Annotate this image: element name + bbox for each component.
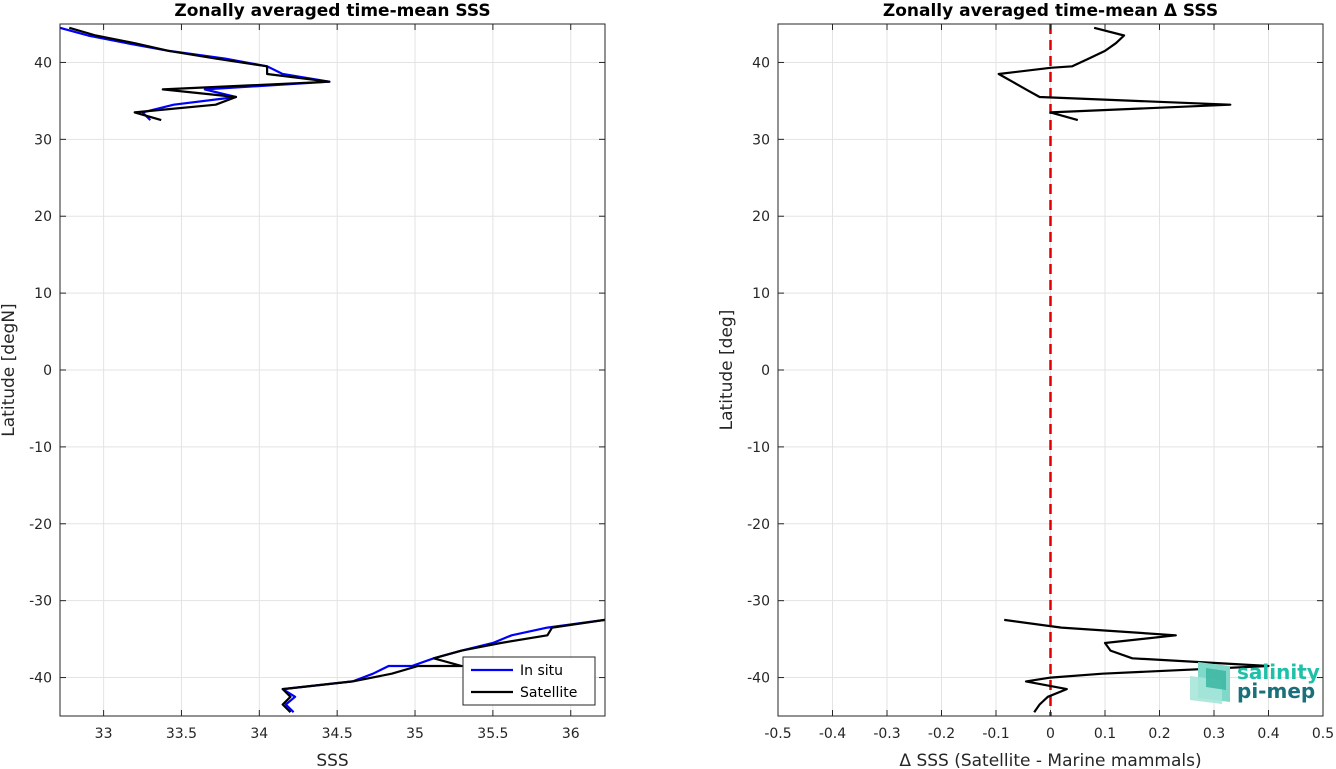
x-tick-label: 35.5 [477, 726, 508, 742]
x-tick-label: 34 [250, 726, 268, 742]
legend: In situ Satellite [462, 656, 596, 706]
series-line-in-situ-segment-2 [281, 618, 605, 713]
y-tick-label: 10 [34, 286, 52, 302]
x-tick-label: 0.4 [1257, 726, 1279, 742]
x-tick-label: 0.5 [1312, 726, 1334, 742]
legend-box [462, 656, 596, 706]
y-tick-label: 20 [752, 209, 770, 225]
y-tick-label: 40 [752, 55, 770, 71]
x-tick-label: 0.1 [1094, 726, 1116, 742]
logo-mark-icon [1190, 662, 1230, 704]
series-line-delta-segment-1 [997, 26, 1232, 122]
y-tick-label: 40 [34, 55, 52, 71]
x-axis-label: Δ SSS (Satellite - Marine mammals) [899, 751, 1201, 769]
x-tick-label: 34.5 [322, 726, 353, 742]
panel-delta-sss: -0.5 -0.4 -0.3 -0.2 -0.1 0 0.1 0.2 0.3 0.4 0.5 -40 -… [717, 1, 1334, 769]
x-tick-label: 0.2 [1148, 726, 1170, 742]
series-line-delta-segment-2 [1004, 618, 1270, 713]
series-group [60, 26, 605, 713]
logo-line2: pi-mep [1237, 679, 1315, 703]
logo-line1: salinity [1237, 660, 1320, 684]
y-tick-label: -20 [29, 517, 52, 533]
y-tick-label: -20 [747, 517, 770, 533]
y-tick-label: 0 [43, 363, 52, 379]
x-tick-label: 33 [95, 726, 113, 742]
salinity-pi-mep-logo: salinity pi-mep [1190, 660, 1320, 704]
x-tick-label: 35 [406, 726, 424, 742]
x-tick-label: 33.5 [166, 726, 197, 742]
legend-label: In situ [520, 663, 563, 679]
y-tick-label: -30 [747, 594, 770, 610]
y-axis-label: Latitude [deg] [717, 310, 737, 431]
x-tick-label: -0.1 [982, 726, 1009, 742]
series-line-in-situ-segment-1 [60, 26, 331, 121]
x-axis-label: SSS [316, 751, 348, 769]
y-tick-label: 0 [761, 363, 770, 379]
y-tick-label: -40 [29, 671, 52, 687]
chart-title: Zonally averaged time-mean SSS [174, 1, 490, 21]
y-tick-label: -10 [29, 440, 52, 456]
x-tick-label: 0.3 [1203, 726, 1225, 742]
x-tick-label: -0.5 [764, 726, 791, 742]
y-tick-label: 10 [752, 286, 770, 302]
grid [60, 24, 605, 716]
series-group [997, 26, 1270, 713]
y-tick-label: -30 [29, 594, 52, 610]
y-tick-label: 30 [752, 132, 770, 148]
y-axis-label: Latitude [degN] [0, 303, 19, 436]
series-line-satellite-segment-2 [281, 618, 605, 713]
x-tick-label: 36 [562, 726, 580, 742]
x-tick-label: -0.3 [873, 726, 900, 742]
x-tick-label: -0.2 [928, 726, 955, 742]
y-tick-label: -10 [747, 440, 770, 456]
y-tick-label: -40 [747, 671, 770, 687]
x-tick-label: 0 [1046, 726, 1055, 742]
chart-title: Zonally averaged time-mean Δ SSS [883, 1, 1218, 21]
legend-label: Satellite [520, 685, 577, 701]
series-line-satellite-segment-1 [68, 26, 331, 122]
panel-sss: 33 33.5 34 34.5 35 35.5 36 -40 -30 -20 -10 0 10 20 30 4… [0, 1, 606, 769]
y-tick-label: 30 [34, 132, 52, 148]
x-tick-label: -0.4 [819, 726, 846, 742]
y-tick-label: 20 [34, 209, 52, 225]
